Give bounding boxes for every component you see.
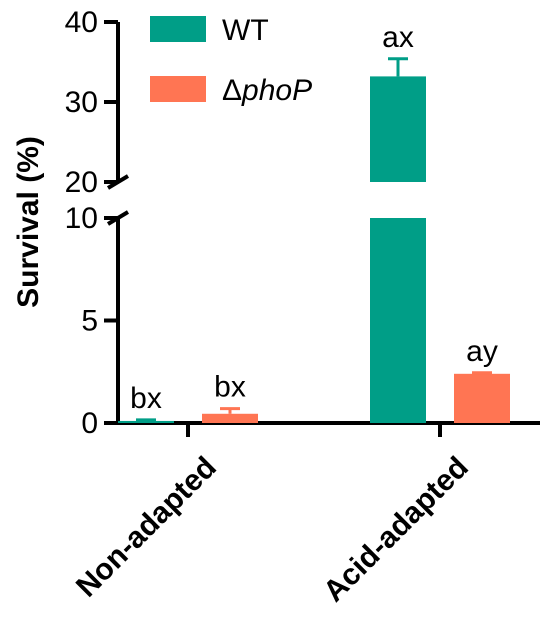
- y-tick-label: 5: [81, 305, 98, 338]
- legend: WT ΔphoP: [150, 14, 312, 107]
- legend-label: WT: [222, 14, 269, 47]
- significance-label: ay: [466, 335, 498, 368]
- bar-non-adapted-phop: [202, 413, 258, 423]
- y-tick-label: 10: [65, 202, 98, 235]
- bar-upper-segment: [370, 76, 426, 182]
- bar-acid-adapted-phop: [454, 373, 510, 423]
- bars: [118, 57, 510, 423]
- bar-acid-adapted-wt: [370, 218, 426, 423]
- x-tick-label: Non-adapted: [70, 451, 223, 604]
- significance-label: ax: [382, 21, 414, 54]
- x-tick-label: Acid-adapted: [317, 451, 475, 609]
- significance-label: bx: [214, 371, 246, 404]
- legend-swatch: [150, 16, 206, 42]
- significance-label: bx: [130, 382, 162, 415]
- y-tick-label: 40: [65, 6, 98, 39]
- y-axis-label: Survival (%): [12, 136, 45, 308]
- y-tick-label: 20: [65, 166, 98, 199]
- bar-non-adapted-wt: [118, 420, 174, 423]
- y-tick-label: 30: [65, 86, 98, 119]
- labels: bx ax bx ay: [130, 21, 498, 415]
- legend-swatch: [150, 76, 206, 102]
- legend-label: ΔphoP: [222, 74, 312, 107]
- y-tick-label: 0: [81, 407, 98, 440]
